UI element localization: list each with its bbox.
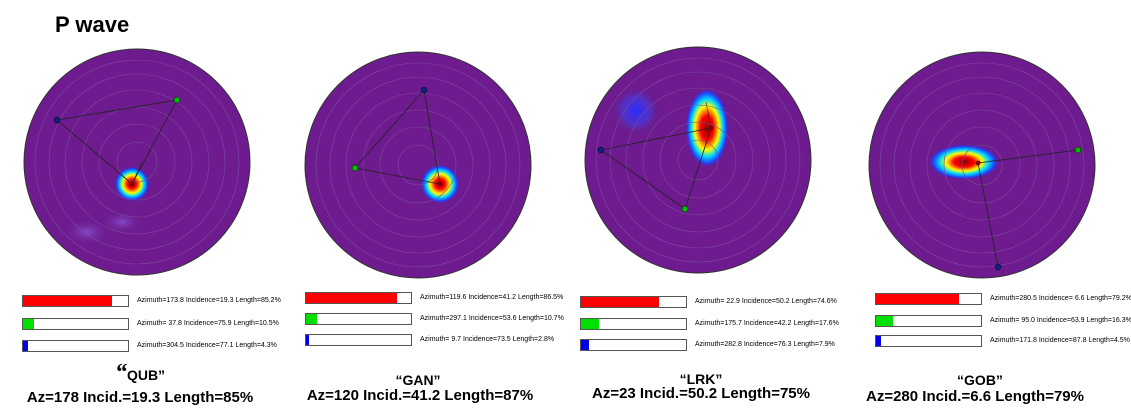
- panel-gan: Azimuth=119.6 Incidence=41.2 Length=86.5…: [285, 0, 565, 410]
- length-bar: [22, 340, 129, 352]
- polar-plot-qub: [23, 48, 251, 276]
- summary-gob: Az=280 Incid.=6.6 Length=79%: [865, 388, 1084, 405]
- panel-gob: Azimuth=280.5 Incidence= 6.6 Length=79.2…: [845, 0, 1131, 410]
- bar-label: Azimuth= 9.7 Incidence=73.5 Length=2.8%: [420, 336, 555, 343]
- length-bar: [22, 318, 129, 330]
- panel-lrk: Azimuth= 22.9 Incidence=50.2 Length=74.6…: [565, 0, 845, 410]
- length-bar: [875, 315, 982, 327]
- station-label-qub: “QUB”: [10, 360, 270, 387]
- length-bar: [22, 295, 129, 307]
- polar-plot-gob: [868, 51, 1096, 279]
- length-bar: [305, 292, 412, 304]
- station-quote: “: [114, 360, 127, 386]
- bar-label: Azimuth=175.7 Incidence=42.2 Length=17.6…: [695, 320, 839, 327]
- bar-label: Azimuth=282.8 Incidence=76.3 Length=7.9%: [695, 341, 835, 348]
- figure-title: P wave: [55, 12, 130, 37]
- polar-plot-gan: [304, 51, 532, 279]
- summary-gan: Az=120 Incid.=41.2 Length=87%: [306, 387, 534, 404]
- summary-lrk: Az=23 Incid.=50.2 Length=75%: [591, 385, 810, 402]
- length-bar: [580, 339, 687, 351]
- bar-label: Azimuth=280.5 Incidence= 6.6 Length=79.2…: [990, 295, 1131, 302]
- length-bar-fill: [876, 294, 960, 304]
- bar-group-gan: Azimuth=119.6 Incidence=41.2 Length=86.5…: [305, 292, 565, 352]
- length-bar-fill: [23, 319, 35, 329]
- length-bar-fill: [306, 293, 397, 303]
- bar-label: Azimuth=297.1 Incidence=53.6 Length=10.7…: [420, 315, 564, 322]
- bar-group-lrk: Azimuth= 22.9 Incidence=50.2 Length=74.6…: [580, 296, 840, 356]
- bar-group-gob: Azimuth=280.5 Incidence= 6.6 Length=79.2…: [875, 293, 1131, 353]
- length-bar-fill: [876, 336, 881, 346]
- bar-label: Azimuth=173.8 Incidence=19.3 Length=85.2…: [137, 297, 281, 304]
- length-bar-fill: [581, 319, 600, 329]
- panel-qub: Azimuth=173.8 Incidence=19.3 Length=85.2…: [0, 0, 282, 410]
- length-bar-fill: [581, 340, 590, 350]
- station-name: “LRK”: [679, 371, 723, 387]
- length-bar-fill: [23, 341, 28, 351]
- station-label-gan: “GAN”: [288, 365, 548, 392]
- station-name: “GOB”: [957, 372, 1003, 388]
- summary-qub: Az=178 Incid.=19.3 Length=85%: [26, 389, 254, 406]
- station-name: “GAN”: [395, 372, 441, 388]
- length-bar: [305, 334, 412, 346]
- station-name: QUB”: [126, 367, 166, 383]
- length-bar: [580, 296, 687, 308]
- station-label-gob: “GOB”: [850, 365, 1110, 392]
- bar-label: Azimuth= 22.9 Incidence=50.2 Length=74.6…: [695, 298, 837, 305]
- length-bar-fill: [581, 297, 660, 307]
- bar-group-qub: Azimuth=173.8 Incidence=19.3 Length=85.2…: [22, 295, 282, 355]
- bar-label: Azimuth= 95.0 Incidence=63.9 Length=16.3…: [990, 317, 1131, 324]
- polar-plot-lrk: [584, 46, 812, 274]
- length-bar-fill: [23, 296, 113, 306]
- bar-label: Azimuth= 37.8 Incidence=75.9 Length=10.5…: [137, 320, 279, 327]
- bar-label: Azimuth=119.6 Incidence=41.2 Length=86.5…: [420, 294, 564, 301]
- length-bar: [875, 293, 982, 305]
- length-bar-fill: [876, 316, 894, 326]
- bar-label: Azimuth=304.5 Incidence=77.1 Length=4.3%: [137, 342, 277, 349]
- bar-label: Azimuth=171.8 Incidence=87.8 Length=4.5%: [990, 337, 1130, 344]
- length-bar-fill: [306, 335, 309, 345]
- length-bar: [580, 318, 687, 330]
- length-bar: [305, 313, 412, 325]
- length-bar-fill: [306, 314, 318, 324]
- length-bar: [875, 335, 982, 347]
- station-label-lrk: “LRK”: [571, 364, 831, 391]
